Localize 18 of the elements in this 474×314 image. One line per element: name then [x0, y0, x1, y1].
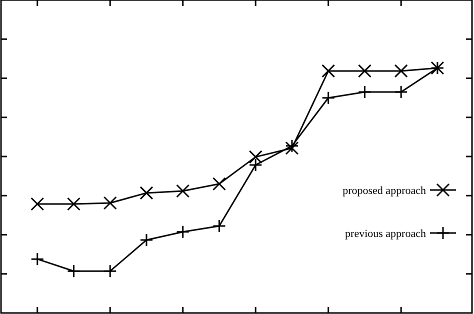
- point: [140, 233, 154, 247]
- point: [140, 186, 154, 200]
- point: [30, 197, 44, 211]
- legend-label: proposed approach: [342, 185, 426, 197]
- point: [66, 197, 80, 211]
- point: [212, 219, 226, 233]
- point: [358, 64, 372, 78]
- point: [103, 264, 117, 278]
- point: [30, 252, 44, 266]
- point: [176, 184, 190, 198]
- point: [322, 64, 336, 78]
- point: [212, 177, 226, 191]
- point: [248, 150, 262, 164]
- legend-label: previous approach: [345, 228, 426, 240]
- point: [322, 91, 336, 105]
- point: [248, 158, 262, 172]
- point: [394, 64, 408, 78]
- point: [103, 196, 117, 210]
